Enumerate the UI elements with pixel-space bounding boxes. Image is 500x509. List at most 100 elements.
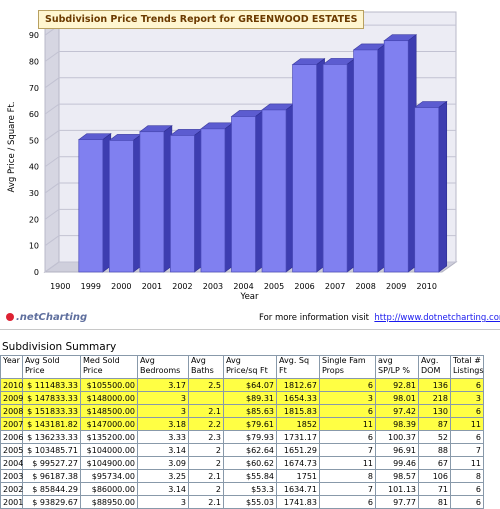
x-tick-label: 2001: [142, 282, 162, 291]
bar-side: [438, 100, 448, 273]
table-cell: 67: [418, 456, 451, 470]
table-cell: 7: [450, 443, 484, 457]
table-cell: 2010: [0, 378, 23, 392]
table-cell: 81: [418, 495, 451, 509]
column-header: Avg Bedrooms: [137, 355, 189, 379]
bar: [170, 135, 195, 273]
x-tick-label: 1999: [81, 282, 101, 291]
table-cell: 130: [418, 404, 451, 418]
table-row: 2009 $ 147833.33 $148000.00 3 $89.31 1654.33 3…: [0, 391, 484, 405]
table-row: 2003 $ 96187.38 $95734.00 3.25 2.1 $55.84 1751…: [0, 469, 484, 483]
table-cell: 96.91: [375, 443, 419, 457]
table-cell: $88950.00: [80, 495, 138, 509]
column-header: Year: [0, 355, 23, 379]
y-tick-label: 30: [29, 189, 39, 198]
table-cell: 2006: [0, 430, 23, 444]
dotnetcharting-logo[interactable]: .netCharting: [6, 312, 87, 326]
bar: [292, 64, 317, 273]
column-header: Single Fam Props: [319, 355, 376, 379]
table-row: 2002 $ 85844.29 $86000.00 3.14 2 $53.3 1634.71…: [0, 482, 484, 496]
column-header: Avg Sold Price: [22, 355, 81, 379]
price-trends-chart: 0 10 20 30 40 50 60 70 80 90 1900 1999 2000 2001 2002 2…: [7, 10, 458, 302]
bar: [322, 64, 348, 273]
info-link[interactable]: http://www.dotnetcharting.com: [374, 313, 500, 323]
table-cell: $ 85844.29: [22, 482, 81, 496]
table-cell: 6: [450, 482, 484, 496]
chart-title: Subdivision Price Trends Report for GREE…: [38, 10, 365, 29]
table-cell: 99.46: [375, 456, 419, 470]
table-cell: 2.1: [188, 495, 224, 509]
x-tick-label: 2003: [203, 282, 223, 291]
table-cell: $148000.00: [80, 391, 138, 405]
table-row: 2008 $ 151833.33 $148500.00 3 2.1 $85.63 1815.…: [0, 404, 484, 418]
column-header: Avg. DOM: [418, 355, 451, 379]
table-cell: 2.2: [188, 417, 224, 431]
table-cell: 2005: [0, 443, 23, 457]
table-cell: 2008: [0, 404, 23, 418]
x-tick-label: 2008: [355, 282, 375, 291]
table-cell: 6: [450, 430, 484, 444]
table-cell: $79.61: [223, 417, 277, 431]
table-cell: $85.63: [223, 404, 277, 418]
bar: [383, 40, 409, 273]
x-tick-label: 1900: [50, 282, 70, 291]
table-cell: 1651.29: [276, 443, 320, 457]
table-cell: 3.25: [137, 469, 189, 483]
table-cell: 1731.17: [276, 430, 320, 444]
gridline: [44, 50, 456, 62]
table-cell: 11: [319, 417, 376, 431]
bar: [200, 128, 226, 273]
table-cell: 6: [450, 495, 484, 509]
table-cell: $ 136233.33: [22, 430, 81, 444]
table-cell: 2009: [0, 391, 23, 405]
logo-text: .netCharting: [16, 312, 88, 323]
divider: [0, 329, 500, 330]
table-cell: 6: [319, 378, 376, 392]
y-tick-label: 10: [29, 242, 39, 251]
table-row: 2010 $ 111483.33 $105500.00 3.17 2.5 $64.07 18…: [0, 378, 484, 392]
table-cell: 1674.73: [276, 456, 320, 470]
table-cell: 97.77: [375, 495, 419, 509]
table-cell: 106: [418, 469, 451, 483]
bar: [231, 116, 256, 273]
chart-canvas: 0 10 20 30 40 50 60 70 80 90 1900 1999 2000 2001 2002 2…: [7, 11, 458, 302]
table-cell: 2004: [0, 456, 23, 470]
bar: [261, 109, 287, 273]
table-cell: 3: [319, 391, 376, 405]
table-cell: $55.84: [223, 469, 277, 483]
table-row: 2007 $ 143181.82 $147000.00 3.18 2.2 $79.61 18…: [0, 417, 484, 431]
x-tick-label: 2004: [233, 282, 253, 291]
table-cell: 11: [450, 417, 484, 431]
x-tick-label: 2006: [294, 282, 314, 291]
table-row: 2004 $ 99527.27 $104900.00 3.09 2 $60.62 1674.…: [0, 456, 484, 470]
table-cell: 2.3: [188, 430, 224, 444]
table-cell: $86000.00: [80, 482, 138, 496]
table-cell: 1852: [276, 417, 320, 431]
summary-title: Subdivision Summary: [2, 341, 117, 353]
table-cell: 6: [319, 404, 376, 418]
table-cell: $60.62: [223, 456, 277, 470]
table-cell: 92.81: [375, 378, 419, 392]
bar: [139, 131, 165, 273]
table-cell: 98.57: [375, 469, 419, 483]
table-cell: $135200.00: [80, 430, 138, 444]
table-cell: 2.1: [188, 404, 224, 418]
column-header: Avg Price/sq Ft: [223, 355, 277, 379]
table-cell: 97.42: [375, 404, 419, 418]
y-axis-label: Avg Price / Square Ft.: [7, 102, 17, 193]
table-cell: 2.1: [188, 469, 224, 483]
y-tick-label: 80: [29, 57, 39, 66]
plot-side-wall: [44, 11, 60, 273]
table-cell: $55.03: [223, 495, 277, 509]
y-tick-label: 90: [29, 31, 39, 40]
column-header: Total # Listings: [450, 355, 484, 379]
table-cell: 3.17: [137, 378, 189, 392]
table-row: 2006 $ 136233.33 $135200.00 3.33 2.3 $79.93 17…: [0, 430, 484, 444]
summary-table: Year Avg Sold Price Med Sold Price Avg Bedr…: [0, 355, 484, 509]
table-cell: 2002: [0, 482, 23, 496]
y-tick-label: 70: [29, 84, 39, 93]
table-row: 2005 $ 103485.71 $104000.00 3.14 2 $62.64 1651…: [0, 443, 484, 457]
table-cell: 2003: [0, 469, 23, 483]
table-row: 2001 $ 93829.67 $88950.00 3 2.1 $55.03 1741.83…: [0, 495, 484, 509]
info-label: For more information visit: [259, 313, 369, 323]
